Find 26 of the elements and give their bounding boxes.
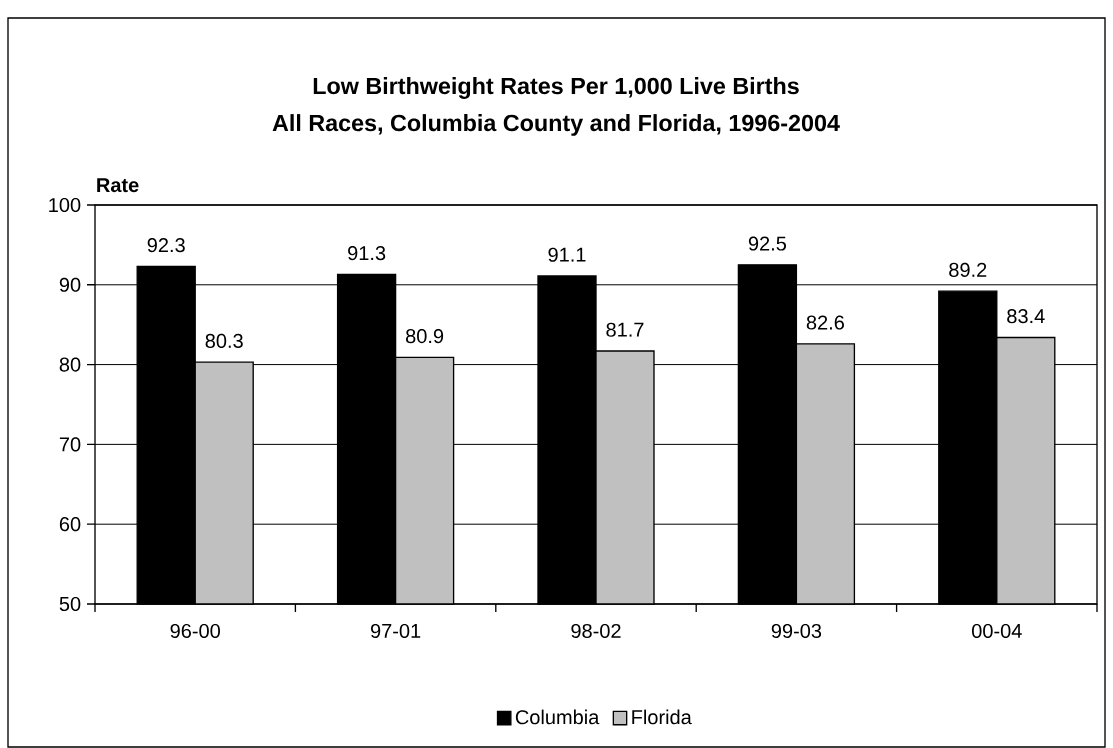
x-tick-label: 98-02: [571, 623, 621, 639]
data-label: 92.5: [748, 236, 787, 251]
y-tick-label: 70: [59, 437, 81, 452]
legend-label: Columbia: [515, 709, 600, 725]
data-label: 91.3: [348, 246, 386, 261]
data-label: 92.3: [147, 238, 185, 253]
data-label: 80.9: [406, 329, 444, 344]
y-tick-label: 100: [49, 197, 81, 213]
legend-label: Florida: [632, 709, 692, 725]
y-axis-title: Rate: [97, 178, 139, 193]
x-tick-label: 96-00: [170, 623, 220, 639]
chart-title: Low Birthweight Rates Per 1,000 Live Births: [313, 77, 799, 99]
chart-subtitle: All Races, Columbia County and Florida, 1996-2004: [272, 114, 840, 136]
y-tick-label: 60: [59, 517, 81, 532]
x-tick-label: 99-03: [771, 623, 822, 639]
data-label: 89.2: [949, 262, 987, 277]
y-tick-label: 50: [59, 596, 81, 612]
data-label: 83.4: [1007, 309, 1045, 324]
data-label: 82.6: [806, 315, 844, 330]
x-tick-label: 00-04: [972, 623, 1022, 639]
y-tick-label: 80: [59, 357, 81, 372]
data-label: 91.1: [548, 247, 586, 262]
y-tick-label: 90: [59, 277, 81, 292]
x-tick-label: 97-01: [370, 623, 421, 639]
data-label: 81.7: [606, 322, 644, 337]
data-label: 80.3: [205, 333, 243, 348]
